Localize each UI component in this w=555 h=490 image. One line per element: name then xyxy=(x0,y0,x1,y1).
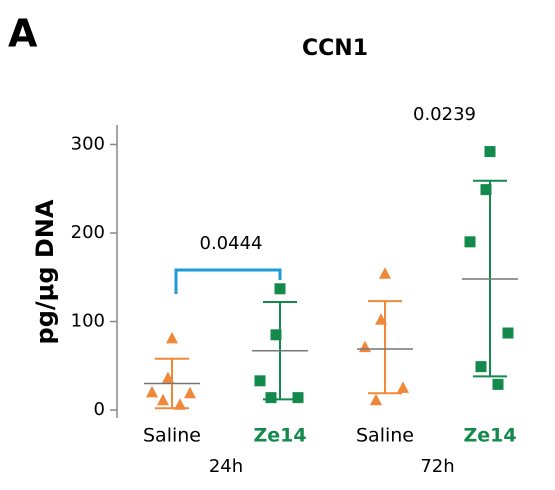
data-point xyxy=(274,283,286,295)
data-point xyxy=(475,361,487,373)
chart-title: CCN1 xyxy=(302,36,368,61)
data-point xyxy=(292,392,304,404)
x-tick-label: Saline xyxy=(356,425,414,447)
x-tick-label: Saline xyxy=(143,425,201,447)
data-point xyxy=(184,386,196,399)
data-point xyxy=(397,381,409,393)
data-point xyxy=(265,392,277,404)
x-tick-label: Ze14 xyxy=(253,425,306,447)
data-point xyxy=(492,378,504,390)
data-point xyxy=(166,331,178,344)
data-point xyxy=(480,184,492,196)
p-value: 0.0239 xyxy=(413,104,476,125)
group-label: 24h xyxy=(209,456,243,477)
x-tick-label: Ze14 xyxy=(463,425,516,447)
y-axis-label: pg/μg DNA xyxy=(31,199,59,344)
data-point xyxy=(464,236,476,248)
y-tick-label: 300 xyxy=(71,133,105,154)
data-point xyxy=(484,146,496,158)
data-point xyxy=(370,393,382,406)
group-label: 72h xyxy=(420,456,454,477)
y-tick-label: 200 xyxy=(71,222,105,243)
data-point xyxy=(254,375,266,387)
p-value: 0.0444 xyxy=(200,233,263,254)
panel-label: A xyxy=(8,12,38,56)
significance-bracket xyxy=(174,268,282,294)
y-tick-label: 0 xyxy=(94,399,105,420)
data-point xyxy=(157,393,169,406)
data-point xyxy=(270,329,282,341)
data-point xyxy=(146,385,158,398)
data-point xyxy=(174,398,186,410)
data-point xyxy=(379,267,391,279)
data-point xyxy=(359,340,371,353)
y-tick-label: 100 xyxy=(71,311,105,332)
data-point xyxy=(502,327,514,339)
